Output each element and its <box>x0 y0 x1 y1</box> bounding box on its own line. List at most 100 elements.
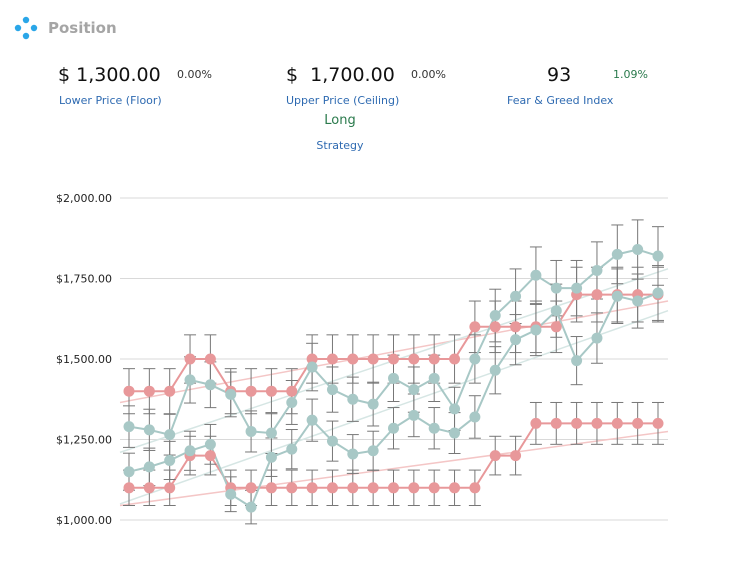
data-point <box>489 364 501 376</box>
data-point <box>164 482 176 494</box>
data-point <box>469 353 481 365</box>
y-tick-label: $1,500.00 <box>56 353 112 366</box>
data-point <box>245 425 257 437</box>
data-point <box>326 435 338 447</box>
fear-greed-value: 93 <box>547 64 572 86</box>
data-point <box>347 353 359 365</box>
data-point <box>510 334 522 346</box>
data-point <box>123 421 135 433</box>
data-point <box>408 353 420 365</box>
data-point <box>550 417 562 429</box>
data-point <box>550 282 562 294</box>
data-point <box>367 398 379 410</box>
data-point <box>245 385 257 397</box>
data-point <box>489 321 501 333</box>
data-point <box>469 482 481 494</box>
data-point <box>652 287 664 299</box>
data-point <box>347 393 359 405</box>
data-point <box>123 385 135 397</box>
data-point <box>632 295 644 307</box>
data-point <box>286 396 298 408</box>
data-point <box>489 310 501 322</box>
data-point <box>571 282 583 294</box>
data-point <box>408 482 420 494</box>
data-point <box>245 501 257 513</box>
data-point <box>469 411 481 423</box>
data-point <box>632 417 644 429</box>
data-point <box>530 324 542 336</box>
data-point <box>550 321 562 333</box>
data-point <box>367 445 379 457</box>
data-point <box>184 353 196 365</box>
data-point <box>265 451 277 463</box>
data-point <box>306 482 318 494</box>
data-point <box>164 429 176 441</box>
data-point <box>388 422 399 434</box>
data-point <box>388 482 399 494</box>
data-point <box>428 422 440 434</box>
data-point <box>306 361 318 373</box>
position-header: Position <box>14 8 117 48</box>
data-point <box>652 250 664 262</box>
ceiling-label: Upper Price (Ceiling) <box>286 94 400 107</box>
data-point <box>143 424 155 436</box>
data-point <box>449 427 461 439</box>
diamond-dots-icon[interactable] <box>14 16 38 40</box>
data-point <box>632 244 644 256</box>
y-tick-label: $1,000.00 <box>56 514 112 527</box>
data-point <box>489 450 501 462</box>
data-point <box>530 269 542 281</box>
data-point <box>326 353 338 365</box>
data-point <box>204 353 216 365</box>
y-tick-label: $1,250.00 <box>56 434 112 447</box>
ceiling-value: $ 1,700.00 <box>286 64 395 86</box>
data-point <box>123 482 135 494</box>
data-point <box>510 290 522 302</box>
data-point <box>469 321 481 333</box>
data-point <box>164 385 176 397</box>
data-point <box>204 450 216 462</box>
data-point <box>571 417 583 429</box>
data-point <box>408 409 420 421</box>
data-point <box>184 445 196 457</box>
data-point <box>286 482 298 494</box>
data-point <box>449 482 461 494</box>
data-point <box>652 417 664 429</box>
floor-pct: 0.00% <box>177 68 212 81</box>
data-point <box>225 488 237 500</box>
data-point <box>286 443 298 455</box>
data-point <box>367 353 379 365</box>
data-point <box>388 372 399 384</box>
data-point <box>306 353 318 365</box>
data-point <box>204 438 216 450</box>
data-point <box>428 482 440 494</box>
data-point <box>367 482 379 494</box>
data-point <box>530 417 542 429</box>
data-point <box>591 289 603 301</box>
data-point <box>286 385 298 397</box>
data-point <box>428 353 440 365</box>
data-point <box>326 482 338 494</box>
data-point <box>591 417 603 429</box>
data-point <box>265 385 277 397</box>
floor-label: Lower Price (Floor) <box>59 94 162 107</box>
data-point <box>449 403 461 415</box>
data-point <box>225 388 237 400</box>
data-point <box>611 248 623 260</box>
fear-greed-pct: 1.09% <box>613 68 648 81</box>
data-point <box>164 454 176 466</box>
position-title: Position <box>48 19 117 37</box>
data-point <box>611 290 623 302</box>
data-point <box>143 385 155 397</box>
fear-greed-label: Fear & Greed Index <box>507 94 614 107</box>
data-point <box>611 417 623 429</box>
data-point <box>449 353 461 365</box>
data-point <box>347 482 359 494</box>
data-point <box>571 355 583 367</box>
data-point <box>388 353 399 365</box>
ceiling-pct: 0.00% <box>411 68 446 81</box>
data-point <box>306 414 318 426</box>
y-tick-label: $2,000.00 <box>56 192 112 205</box>
data-point <box>510 321 522 333</box>
